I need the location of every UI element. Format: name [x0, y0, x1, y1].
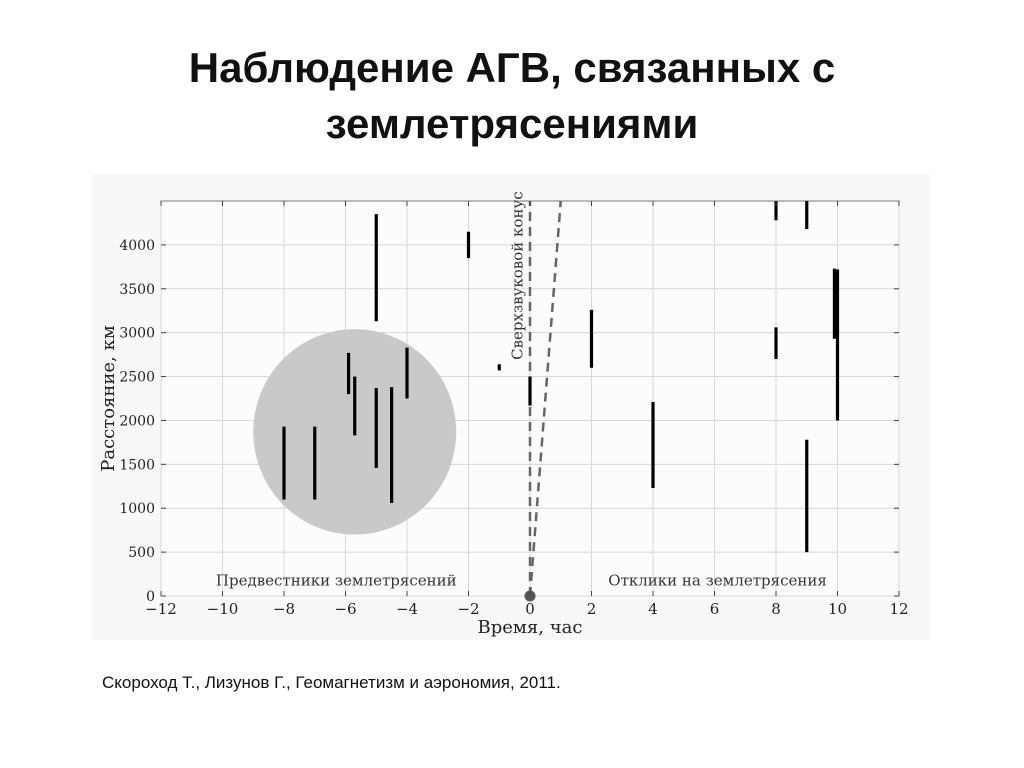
- y-tick-label: 3500: [119, 282, 155, 298]
- x-tick-label: 6: [710, 600, 720, 618]
- x-tick-label: −4: [396, 600, 418, 618]
- y-tick-label: 1500: [119, 457, 155, 473]
- x-axis-label: Время, час: [478, 617, 583, 638]
- x-tick-label: −8: [273, 600, 295, 618]
- annotation-3: Отклики на землетрясения: [608, 571, 827, 589]
- slide-title: Наблюдение АГВ, связанных с землетрясени…: [0, 40, 1024, 152]
- y-tick-label: 500: [128, 545, 155, 561]
- x-tick-label: 8: [771, 600, 781, 618]
- y-tick-label: 1000: [119, 501, 155, 517]
- y-tick-label: 3000: [119, 326, 155, 342]
- x-tick-label: 10: [828, 600, 847, 618]
- y-ticks: 0 500 1000 1500 2000 2500 3000 3500 4000: [119, 238, 899, 605]
- y-axis-label: Расстояние, км: [98, 325, 119, 472]
- annotation-1: Сверхзвуковой конус: [508, 191, 526, 360]
- annotations: Сверхзвуковой конус Предвестники землетря…: [216, 191, 827, 589]
- x-tick-label: 0: [525, 600, 535, 618]
- y-tick-label: 0: [146, 589, 155, 605]
- chart-figure: −12 −10 −8 −6 −4 −2 0 2 4 6 8 10 12 0 500 1000 1500 2000…: [92, 174, 930, 640]
- cone-line-2: [528, 200, 562, 597]
- annotation-2: Предвестники землетрясений: [216, 571, 457, 589]
- x-tick-label: −2: [457, 600, 479, 618]
- x-tick-label: 12: [889, 600, 908, 618]
- x-tick-label: −12: [145, 600, 177, 618]
- title-line-2: землетрясениями: [325, 100, 699, 147]
- citation: Скороход Т., Лизунов Г., Геомагнетизм и …: [102, 673, 561, 692]
- title-line-1: Наблюдение АГВ, связанных с: [188, 44, 836, 91]
- y-tick-label: 2000: [119, 413, 155, 429]
- chart-svg: −12 −10 −8 −6 −4 −2 0 2 4 6 8 10 12 0 500 1000 1500 2000…: [98, 191, 909, 638]
- x-tick-label: −6: [334, 600, 356, 618]
- x-tick-label: 2: [587, 600, 597, 618]
- x-tick-label: −10: [207, 600, 239, 618]
- y-tick-label: 2500: [119, 370, 155, 386]
- x-tick-label: 4: [648, 600, 658, 618]
- y-tick-label: 4000: [119, 238, 155, 254]
- x-ticks: −12 −10 −8 −6 −4 −2 0 2 4 6 8 10 12: [145, 201, 909, 618]
- data-segments: [282, 201, 840, 602]
